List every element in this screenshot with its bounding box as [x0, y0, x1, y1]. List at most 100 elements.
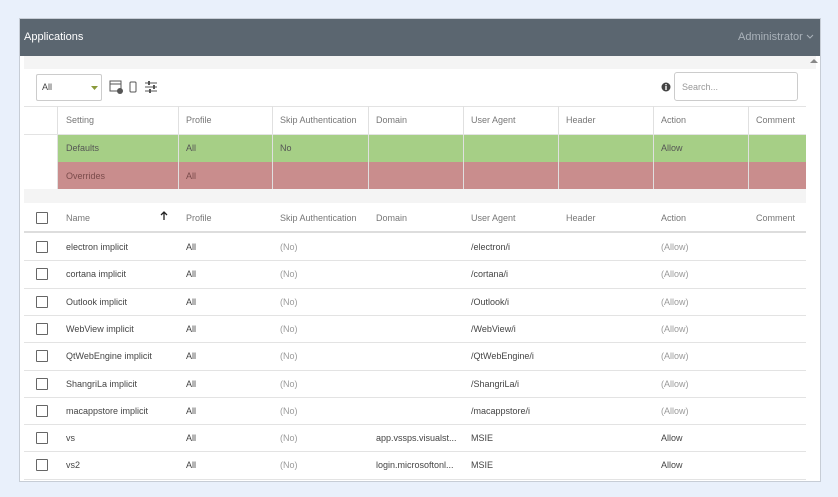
app-cell: login.microsoftonl...	[376, 460, 454, 471]
app-cell: /QtWebEngine/i	[471, 351, 534, 362]
row-checkbox[interactable]	[36, 432, 48, 445]
app-cell: /cortana/i	[471, 269, 509, 280]
column-header: Header	[566, 115, 596, 125]
app-cell: /WebView/i	[471, 323, 516, 334]
filter-value: All	[42, 82, 53, 92]
app-cell: (No)	[280, 323, 298, 334]
column-header: User Agent	[471, 115, 516, 125]
info-icon[interactable]	[661, 82, 671, 92]
chevron-icon	[806, 34, 814, 39]
column-header: Comment	[756, 115, 796, 125]
column-header: Skip Authentication	[280, 115, 357, 125]
app-cell: (No)	[280, 242, 298, 252]
settings-cell: All	[186, 170, 197, 181]
app-cell: app.vssps.visualst...	[376, 433, 457, 444]
row-line	[24, 478, 806, 480]
column-header[interactable]: Action	[661, 213, 687, 223]
row-line	[24, 134, 806, 135]
app-cell: (No)	[280, 405, 298, 416]
column-divider	[178, 106, 179, 189]
applications-panel: Applications Administrator All Search...…	[19, 18, 821, 482]
row-line	[24, 396, 806, 398]
settings-cell: No	[280, 143, 292, 153]
app-cell: /macappstore/i	[471, 405, 531, 416]
filter-select[interactable]: All	[36, 74, 102, 101]
row-line	[24, 260, 806, 262]
header-bar: Applications Administrator	[20, 19, 820, 56]
column-divider	[57, 106, 58, 189]
app-cell: All	[186, 351, 197, 362]
column-divider	[463, 106, 464, 189]
app-cell: All	[186, 323, 197, 334]
app-cell: /ShangriLa/i	[471, 378, 520, 389]
row-line	[24, 342, 806, 344]
toolbar-icons[interactable]	[109, 79, 159, 95]
app-cell: (No)	[280, 460, 298, 471]
column-header: Profile	[186, 115, 212, 125]
app-cell[interactable]: ShangriLa implicit	[66, 378, 138, 389]
app-cell[interactable]: electron implicit	[66, 242, 129, 252]
app-cell: (No)	[280, 378, 298, 389]
app-cell[interactable]: cortana implicit	[66, 269, 127, 280]
column-header[interactable]: Skip Authentication	[280, 213, 357, 223]
app-cell: All	[186, 460, 197, 471]
column-header: Setting	[66, 115, 95, 125]
column-header: Domain	[376, 115, 408, 125]
app-cell[interactable]: vs	[66, 433, 75, 444]
toolbar-strip	[24, 56, 816, 69]
app-cell[interactable]: WebView implicit	[66, 323, 134, 334]
row-checkbox[interactable]	[36, 322, 48, 335]
app-cell: All	[186, 242, 197, 252]
app-cell[interactable]: Outlook implicit	[66, 296, 128, 307]
app-cell[interactable]: macappstore implicit	[66, 405, 149, 416]
app-cell: All	[186, 405, 197, 416]
page-title: Applications	[24, 31, 84, 43]
app-cell: All	[186, 378, 197, 389]
app-cell: All	[186, 269, 197, 280]
app-cell: (No)	[280, 296, 298, 307]
settings-cell: All	[186, 143, 197, 153]
app-cell[interactable]: vs2	[66, 460, 81, 471]
row-checkbox[interactable]	[36, 350, 48, 363]
column-header: Action	[661, 115, 687, 125]
app-cell[interactable]: QtWebEngine implicit	[66, 351, 152, 362]
user-menu[interactable]: Administrator	[738, 31, 803, 43]
column-header[interactable]: Header	[566, 213, 596, 223]
app-cell: (Allow)	[661, 351, 689, 362]
settings-row	[57, 134, 806, 162]
column-divider	[368, 106, 369, 189]
search-box[interactable]: Search...	[674, 72, 798, 101]
scroll-up-arrow[interactable]	[810, 58, 818, 64]
row-line	[24, 106, 806, 107]
settings-cell: Defaults	[66, 143, 100, 153]
row-checkbox[interactable]	[36, 459, 48, 472]
app-cell: /Outlook/i	[471, 296, 510, 307]
app-cell: (No)	[280, 269, 298, 280]
row-line	[24, 424, 806, 426]
row-line	[24, 314, 806, 316]
row-line	[24, 451, 806, 453]
app-cell: MSIE	[471, 460, 494, 471]
column-divider	[272, 106, 273, 189]
row-checkbox[interactable]	[36, 295, 48, 308]
row-checkbox[interactable]	[36, 404, 48, 417]
select-all-checkbox[interactable]	[36, 212, 48, 224]
column-header[interactable]: Profile	[186, 213, 212, 223]
app-cell: MSIE	[471, 433, 494, 444]
column-header[interactable]: Comment	[756, 213, 796, 223]
search-placeholder: Search...	[682, 82, 719, 92]
column-header[interactable]: User Agent	[471, 213, 516, 223]
app-cell: Allow	[661, 433, 683, 444]
dropdown-arrow	[91, 86, 98, 90]
row-checkbox[interactable]	[36, 241, 48, 253]
app-cell: (Allow)	[661, 405, 689, 416]
row-line	[24, 287, 806, 289]
row-checkbox[interactable]	[36, 268, 48, 281]
app-cell: (Allow)	[661, 323, 689, 334]
column-header[interactable]: Name	[66, 213, 91, 223]
header-line	[24, 231, 806, 233]
settings-cell: Allow	[661, 143, 683, 153]
column-header[interactable]: Domain	[376, 213, 408, 223]
row-checkbox[interactable]	[36, 377, 48, 390]
